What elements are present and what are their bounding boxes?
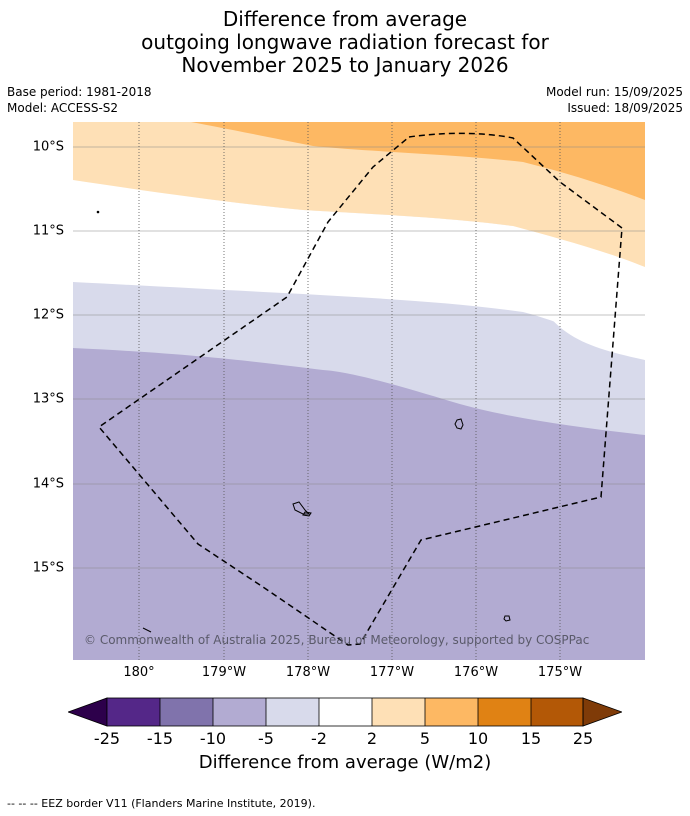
model-name: Model: ACCESS-S2: [7, 101, 119, 115]
map-canvas: [73, 122, 645, 660]
colorbar-tick: -2: [311, 729, 327, 748]
colorbar-tick: 10: [467, 729, 489, 748]
islands: [96, 210, 511, 633]
model-run: Model run: 15/09/2025: [545, 85, 683, 99]
title-line-3: November 2025 to January 2026: [181, 53, 509, 77]
colorbar-dividers: [106, 697, 584, 727]
base-period: Base period: 1981-2018: [7, 85, 152, 99]
island-small-1: [302, 511, 312, 517]
lat-label-14s: 14°S: [32, 476, 64, 492]
title-line-2: outgoing longwave radiation forecast for: [141, 30, 549, 54]
colorbar-svg: [66, 697, 624, 727]
colorbar-tick: -25: [93, 729, 121, 748]
lon-label-176w: 176°W: [453, 665, 499, 680]
colorbar-swatch-1: [107, 698, 160, 726]
colorbar-swatch-5: [319, 698, 372, 726]
colorbar-swatch-2: [160, 698, 213, 726]
copyright-notice: © Commonwealth of Australia 2025, Bureau…: [84, 633, 590, 647]
colorbar-swatch-8: [478, 698, 531, 726]
band-neutral-lower: [73, 180, 645, 360]
map-panel[interactable]: [73, 122, 645, 660]
lon-label-178w: 178°W: [285, 665, 331, 680]
colorbar-swatch-6: [372, 698, 425, 726]
lon-label-179w: 179°W: [201, 665, 247, 680]
colorbar-swatch-3: [213, 698, 266, 726]
lon-label-180: 180°: [123, 665, 155, 680]
island-small-2: [503, 615, 511, 622]
colorbar-tick: 5: [419, 729, 431, 748]
island-wallis: [292, 501, 311, 515]
colorbar-tick: -15: [146, 729, 174, 748]
band-orange-5-10: [191, 122, 645, 200]
colorbar-extend-high: [582, 697, 624, 727]
lat-label-15s: 15°S: [32, 560, 64, 576]
lat-gridlines: [73, 146, 645, 569]
island-futuna: [454, 418, 464, 430]
colorbar-tick: 15: [520, 729, 542, 748]
island-dot: [96, 210, 100, 214]
lon-label-175w: 175°W: [537, 665, 583, 680]
colorbar-tick: 25: [572, 729, 594, 748]
lat-label-12s: 12°S: [32, 307, 64, 323]
colorbar-swatch-9: [531, 698, 583, 726]
lon-label-177w: 177°W: [369, 665, 415, 680]
chart-title: Difference from average outgoing longwav…: [0, 8, 690, 77]
meta-left: Base period: 1981-2018 Model: ACCESS-S2: [7, 84, 152, 116]
title-line-1: Difference from average: [222, 7, 468, 31]
colorbar-extend-low: [66, 697, 108, 727]
colorbar-label: Difference from average (W/m2): [198, 752, 492, 773]
eez-border: [97, 132, 623, 646]
lat-label-10s: 10°S: [32, 139, 64, 155]
colorbar-tick: -10: [199, 729, 227, 748]
lat-label-13s: 13°S: [32, 391, 64, 407]
eez-footnote: -- -- -- EEZ border V11 (Flanders Marine…: [7, 797, 316, 810]
colorbar-tick: 2: [366, 729, 378, 748]
meta-right: Model run: 15/09/2025 Issued: 18/09/2025: [546, 84, 683, 116]
issued-date: Issued: 18/09/2025: [567, 101, 683, 115]
colorbar-swatch-7: [425, 698, 478, 726]
colorbar-swatch-4: [266, 698, 319, 726]
colorbar: [66, 697, 624, 727]
colorbar-tick: -5: [258, 729, 274, 748]
lat-label-11s: 11°S: [32, 223, 64, 239]
island-small-3: [142, 627, 152, 633]
